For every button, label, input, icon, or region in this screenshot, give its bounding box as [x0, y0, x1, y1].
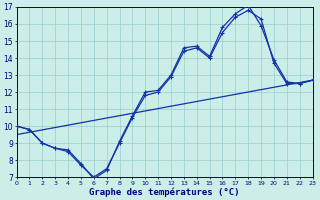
X-axis label: Graphe des températures (°C): Graphe des températures (°C) — [89, 187, 240, 197]
